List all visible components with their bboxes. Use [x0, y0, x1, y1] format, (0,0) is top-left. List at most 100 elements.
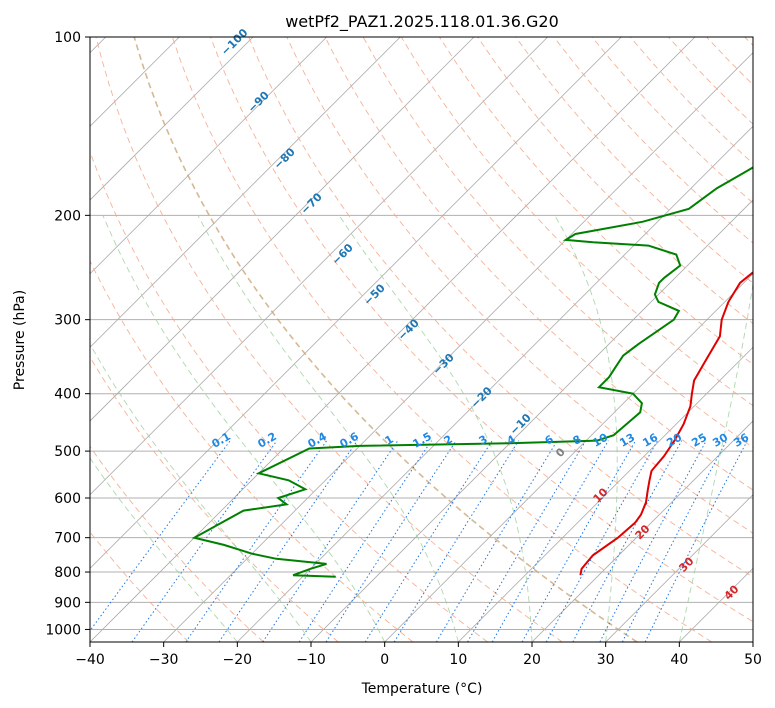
- moist-adiabat-line: [197, 215, 459, 642]
- x-tick-label: −10: [296, 652, 326, 668]
- y-tick-label: 100: [54, 30, 81, 46]
- mixing-ratio-line: [218, 440, 358, 642]
- mixing-ratio-line: [644, 440, 748, 642]
- y-tick-label: 700: [54, 531, 81, 547]
- x-tick-label: 0: [380, 652, 389, 668]
- dry-adiabat-line: [591, 37, 753, 204]
- mixing-ratio-label: 0.1: [210, 430, 233, 451]
- series-lines: [191, 166, 753, 578]
- dry-adiabat-label: 10: [591, 485, 611, 505]
- mixing-ratio-line: [572, 440, 683, 642]
- dry-adiabat-label: −90: [245, 89, 272, 116]
- x-tick-label: 50: [744, 652, 762, 668]
- y-tick-label: 1000: [45, 622, 81, 638]
- x-axis-label: Temperature (°C): [361, 681, 483, 697]
- y-tick-label: 400: [54, 387, 81, 403]
- isotherm-line: [90, 37, 475, 422]
- mixing-ratio-line: [131, 440, 278, 642]
- mixing-ratio-line: [298, 440, 432, 642]
- dry-adiabat-line: [90, 259, 414, 642]
- x-axis: −40 −30 −20 −10 0 10 20 30 40 50: [75, 642, 762, 668]
- mixing-ratio-label: 2: [442, 433, 455, 448]
- dry-adiabat-line: [744, 37, 753, 47]
- dry-adiabat-line: [553, 37, 753, 244]
- dry-adiabat-line: [90, 445, 264, 642]
- dry-adiabat-line: [706, 37, 753, 86]
- moist-adiabat-line: [102, 215, 386, 642]
- dry-adiabat-line: [90, 356, 339, 642]
- x-tick-label: −40: [75, 652, 105, 668]
- mixing-ratio-line: [545, 440, 659, 642]
- mixing-ratio-label: 0.2: [256, 430, 279, 451]
- mixing-ratio-line: [521, 440, 637, 642]
- dry-adiabat-line: [171, 37, 712, 642]
- chart-title: wetPf2_PAZ1.2025.118.01.36.G20: [285, 12, 559, 32]
- isotherm-line: [163, 52, 753, 642]
- dry-adiabat-line: [248, 37, 753, 578]
- x-tick-label: 40: [670, 652, 688, 668]
- dry-adiabat-label: 0: [553, 445, 568, 460]
- y-axis-label: Pressure (hPa): [12, 290, 28, 390]
- x-tick-label: 10: [449, 652, 467, 668]
- dry-adiabat-line: [90, 531, 190, 642]
- mixing-ratio-line: [621, 440, 728, 642]
- y-tick-label: 200: [54, 208, 81, 224]
- isotherm-line: [752, 641, 753, 642]
- mixing-ratio-label: 1.5: [411, 430, 434, 451]
- isotherm-line: [90, 37, 622, 569]
- dry-adiabat-line: [95, 37, 563, 642]
- isotherm-line: [679, 567, 753, 642]
- moist-adiabat-line: [90, 343, 312, 642]
- dry-adiabat-line: [210, 37, 753, 623]
- isotherm-line: [531, 420, 753, 642]
- moist-adiabat-line: [554, 215, 618, 642]
- plot-frame: [89, 36, 754, 643]
- mixing-ratio-line: [364, 440, 493, 642]
- mixing-ratio-line: [325, 440, 457, 642]
- moist-adiabat-line: [338, 215, 533, 642]
- isotherm-line: [237, 125, 753, 642]
- isotherm-line: [90, 37, 254, 201]
- isotherm-line: [310, 199, 753, 642]
- mixing-ratio-line: [262, 440, 399, 642]
- annotation-labels: −100−90−80−70−60−50−40−30−20−10010203040…: [210, 26, 752, 603]
- mixing-ratio-label: 16: [640, 431, 660, 450]
- moist-adiabat-line: [678, 281, 753, 642]
- dry-adiabat-line: [286, 37, 753, 534]
- mixing-ratio-line: [393, 440, 520, 642]
- isotherm-line: [90, 37, 401, 348]
- mixing-ratio-line: [185, 440, 328, 642]
- dry-adiabat-label: −70: [298, 190, 325, 217]
- mixing-ratio-line: [435, 440, 558, 642]
- dry-adiabat-label: −80: [271, 145, 298, 172]
- y-tick-label: 300: [54, 313, 81, 329]
- isotherm-line: [605, 494, 753, 642]
- dry-adiabat-label: −40: [395, 316, 422, 343]
- isotherm-line: [458, 346, 753, 642]
- dry-adiabat-line: [324, 37, 753, 491]
- isotherm-line: [90, 37, 327, 275]
- y-tick-label: 900: [54, 595, 81, 611]
- x-tick-label: 30: [597, 652, 615, 668]
- background-reference-lines: [90, 37, 753, 642]
- mixing-ratio-line: [491, 440, 609, 642]
- isotherm-line: [384, 273, 753, 642]
- dry-adiabat-label: −60: [329, 241, 356, 268]
- mixing-ratio-line: [90, 440, 231, 632]
- temperature-profile-line: [579, 271, 753, 576]
- isotherm-line: [90, 37, 696, 642]
- dry-adiabat-line: [90, 150, 488, 642]
- isotherm-line: [90, 37, 548, 496]
- y-tick-label: 600: [54, 491, 81, 507]
- mixing-ratio-label: 13: [617, 431, 637, 450]
- mixing-ratio-label: 36: [731, 431, 751, 450]
- dry-adiabat-label: −50: [361, 281, 388, 308]
- dry-adiabat-line: [133, 37, 638, 642]
- dry-adiabat-line: [515, 37, 753, 284]
- y-tick-label: 500: [54, 444, 81, 460]
- x-tick-label: −20: [223, 652, 253, 668]
- y-tick-label: 800: [54, 565, 81, 581]
- dry-adiabat-label: −100: [219, 26, 251, 58]
- y-axis: 100 200 300 400 500 600 700 800 900 1000: [45, 30, 90, 638]
